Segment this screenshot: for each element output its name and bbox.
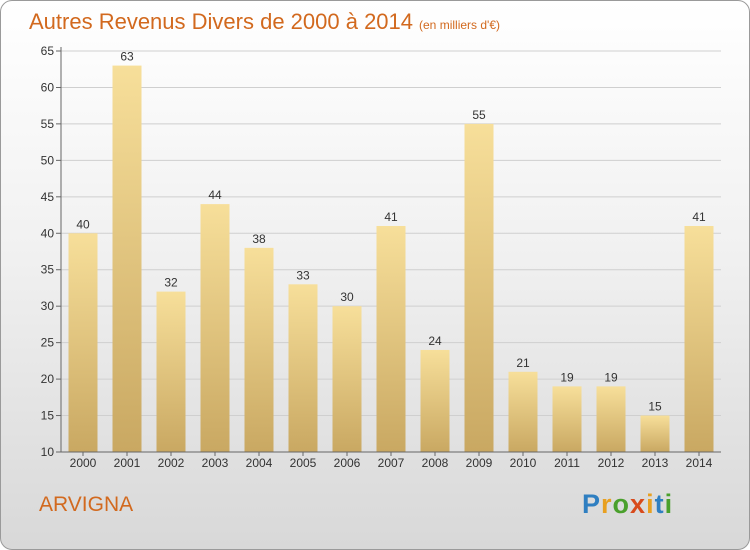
x-tick-label: 2006 [334, 456, 361, 470]
y-tick-label: 55 [41, 117, 55, 131]
x-tick-label: 2014 [686, 456, 713, 470]
y-tick-label: 20 [41, 372, 55, 386]
bar-2003 [200, 204, 230, 452]
y-tick-label: 40 [41, 226, 55, 240]
y-tick-label: 10 [41, 445, 55, 459]
logo-letter: t [654, 489, 665, 519]
bar-2001 [112, 65, 142, 452]
data-label: 40 [76, 217, 90, 231]
bar-2011 [552, 386, 582, 452]
data-label: 32 [164, 276, 178, 290]
x-tick-label: 2011 [554, 456, 580, 470]
data-label: 41 [384, 210, 398, 224]
logo-letter: P [582, 489, 602, 519]
data-label: 33 [296, 268, 310, 282]
bar-2013 [640, 415, 670, 452]
bar-2008 [420, 349, 450, 452]
data-label: 41 [692, 210, 706, 224]
data-label: 24 [428, 334, 442, 348]
x-tick-label: 2002 [158, 456, 185, 470]
bar-2000 [68, 233, 98, 452]
chart-title-unit: (en milliers d'€) [419, 18, 500, 32]
y-tick-label: 15 [41, 409, 55, 423]
bar-2010 [508, 371, 538, 452]
data-label: 19 [604, 370, 618, 384]
bars [68, 65, 714, 452]
x-tick-label: 2007 [378, 456, 405, 470]
bar-2014 [684, 225, 714, 452]
bar-2007 [376, 225, 406, 452]
bar-2012 [596, 386, 626, 452]
y-tick-label: 45 [41, 190, 55, 204]
data-label: 55 [472, 108, 486, 122]
x-tick-label: 2000 [70, 456, 97, 470]
bar-2005 [288, 284, 318, 452]
x-tick-label: 2010 [510, 456, 537, 470]
y-tick-label: 65 [41, 44, 55, 58]
x-tick-label: 2013 [642, 456, 669, 470]
x-tick-label: 2009 [466, 456, 493, 470]
data-label: 44 [208, 188, 222, 202]
axes [56, 47, 721, 456]
bar-2004 [244, 247, 274, 452]
y-tick-label: 25 [41, 336, 55, 350]
bar-2002 [156, 291, 186, 452]
data-label: 15 [648, 400, 662, 414]
logo-letter: r [601, 489, 613, 519]
y-tick-label: 30 [41, 299, 55, 313]
data-label: 21 [516, 356, 530, 370]
logo-letter: o [612, 489, 631, 519]
x-tick-label: 2012 [598, 456, 625, 470]
logo-letter: i [646, 489, 655, 519]
y-tick-label: 35 [41, 263, 55, 277]
chart-title: Autres Revenus Divers de 2000 à 2014 (en … [29, 9, 500, 35]
x-tick-label: 2008 [422, 456, 449, 470]
data-label: 38 [252, 232, 266, 246]
logo-letter: i [664, 489, 674, 519]
data-label: 63 [120, 50, 134, 64]
place-name: ARVIGNA [39, 493, 134, 516]
logo-letter: x [630, 489, 647, 519]
x-tick-label: 2004 [246, 456, 273, 470]
proxiti-logo: Proxiti [582, 489, 673, 520]
x-tick-label: 2003 [202, 456, 229, 470]
chart-title-main: Autres Revenus Divers de 2000 à 2014 [29, 9, 414, 34]
x-tick-label: 2001 [114, 456, 141, 470]
bar-2006 [332, 306, 362, 452]
x-tick-label: 2005 [290, 456, 317, 470]
labels: 10 15 20 25 30 35 40 45 50 55 60 65 40 2000 63 2001 32 20… [41, 44, 713, 470]
bar-2009 [464, 123, 494, 452]
data-label: 30 [340, 290, 354, 304]
y-tick-label: 60 [41, 80, 55, 94]
y-tick-label: 50 [41, 153, 55, 167]
data-label: 19 [560, 370, 574, 384]
